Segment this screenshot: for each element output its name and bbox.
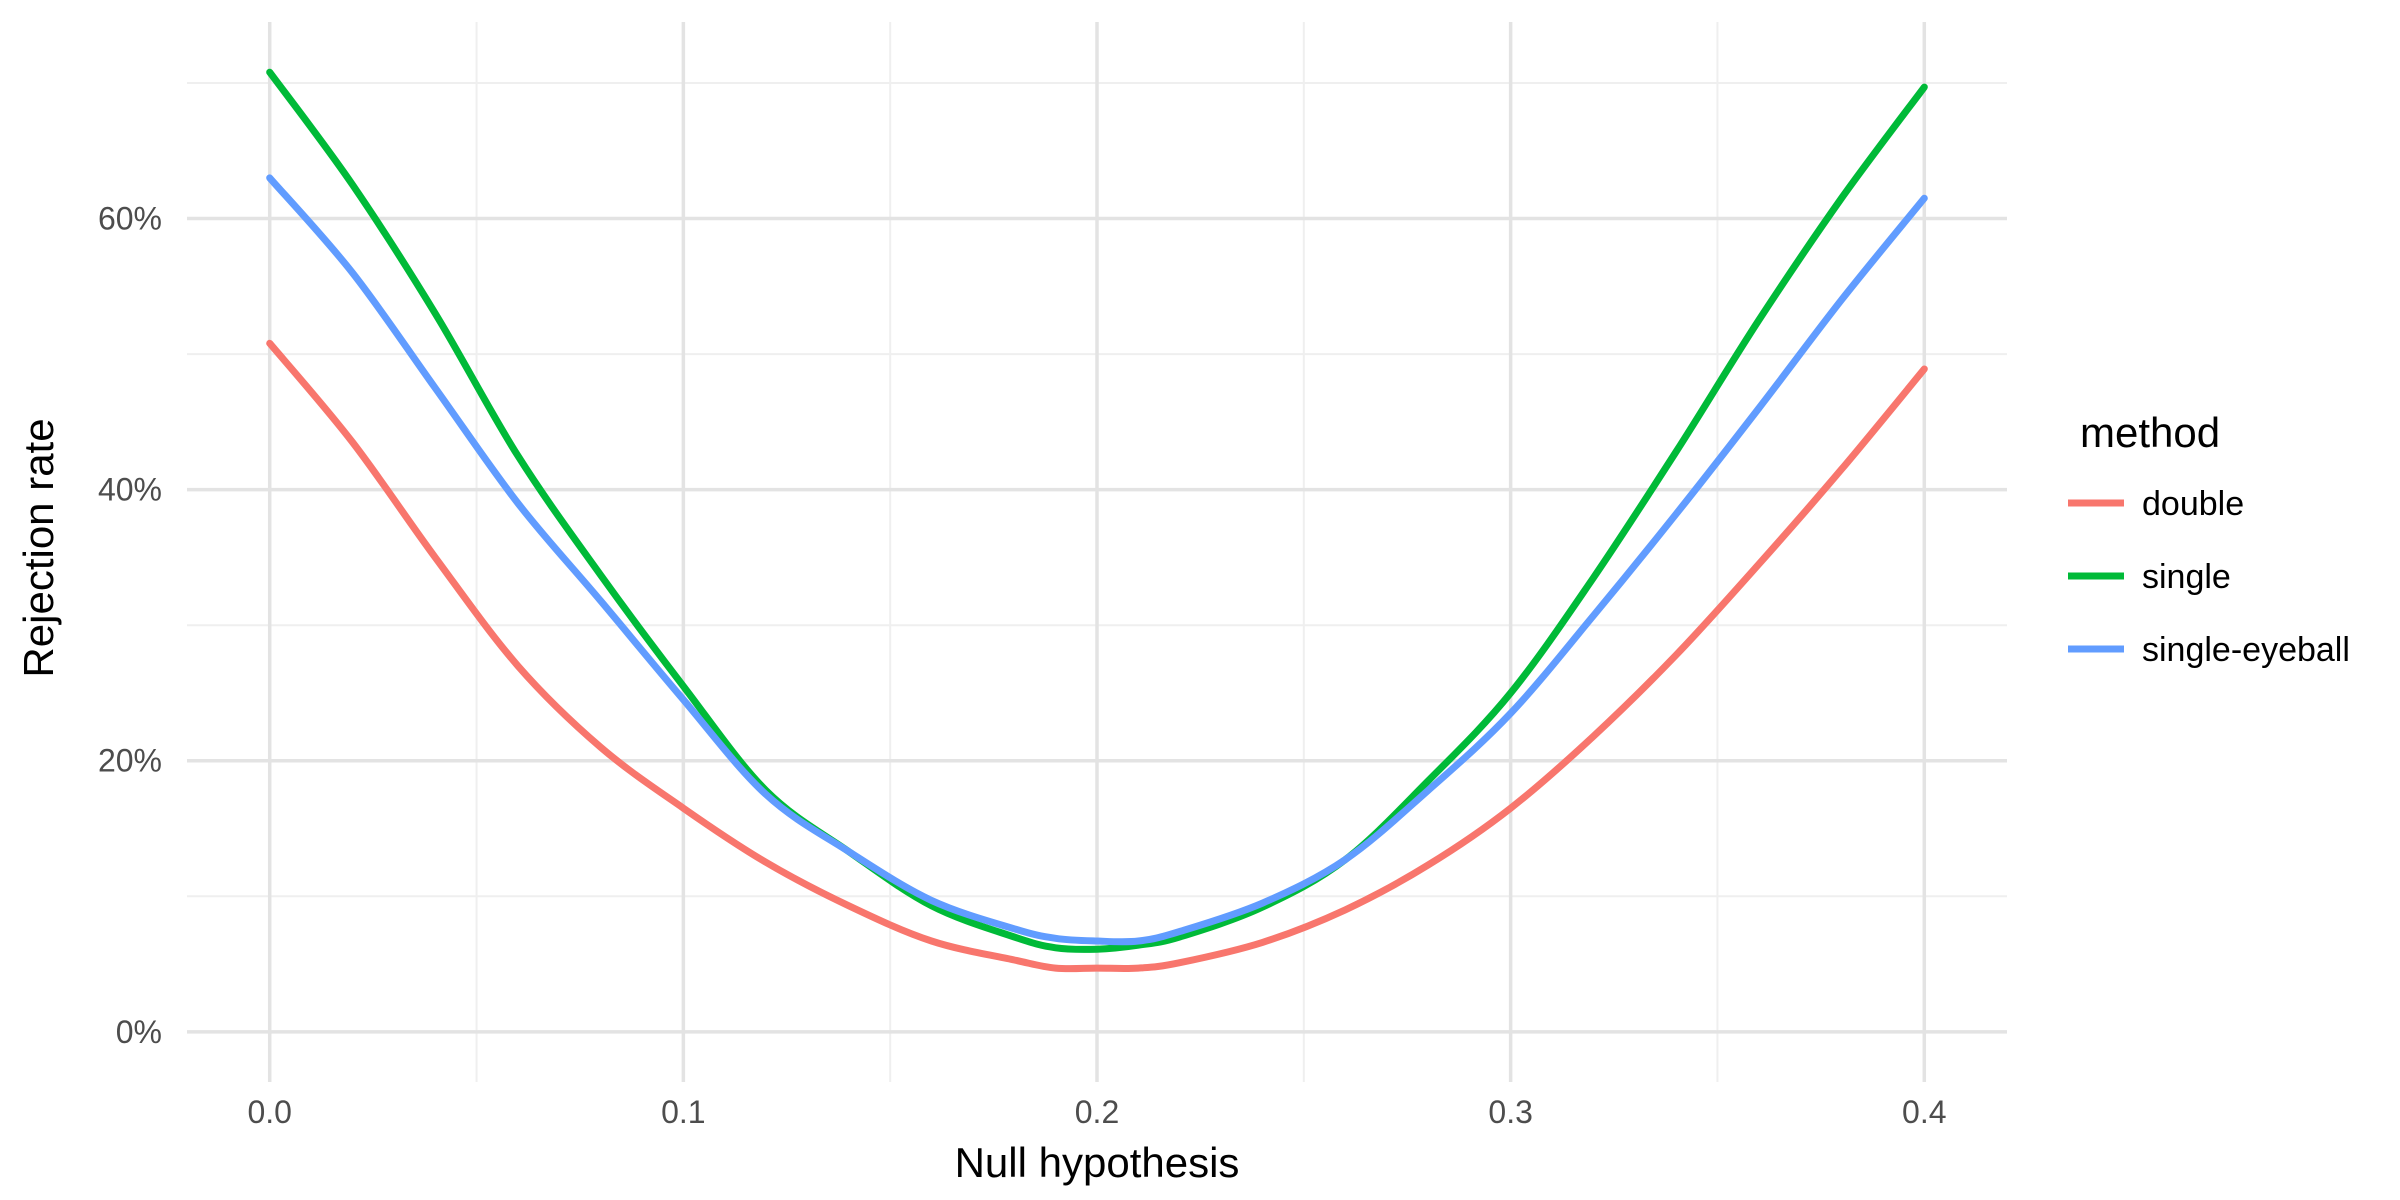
legend-items: double single single-eyeball	[2068, 485, 2350, 669]
series-line-double	[266, 339, 1928, 973]
y-tick-label: 0%	[116, 1014, 162, 1050]
x-axis-ticks: 0.0 0.1 0.2 0.3 0.4	[247, 1094, 1946, 1130]
series-lines	[266, 68, 1928, 973]
legend: method double single single-eyeball	[2068, 409, 2350, 669]
series-line-single-eyeball	[266, 174, 1928, 946]
x-tick-label: 0.3	[1488, 1094, 1532, 1130]
x-axis-title: Null hypothesis	[955, 1139, 1240, 1186]
y-axis-title: Rejection rate	[15, 418, 62, 677]
x-tick-label: 0.2	[1075, 1094, 1119, 1130]
x-tick-label: 0.0	[247, 1094, 291, 1130]
legend-label-single-eyeball: single-eyeball	[2142, 631, 2350, 669]
x-tick-label: 0.4	[1902, 1094, 1946, 1130]
y-tick-label: 20%	[98, 743, 162, 779]
legend-label-single: single	[2142, 558, 2231, 596]
x-tick-label: 0.1	[661, 1094, 705, 1130]
y-tick-label: 60%	[98, 201, 162, 237]
y-axis-ticks: 0% 20% 40% 60%	[98, 201, 162, 1050]
series-line-single	[266, 68, 1928, 953]
legend-label-double: double	[2142, 485, 2244, 523]
y-tick-label: 40%	[98, 472, 162, 508]
legend-title: method	[2080, 409, 2220, 456]
gridlines	[187, 22, 2007, 1082]
